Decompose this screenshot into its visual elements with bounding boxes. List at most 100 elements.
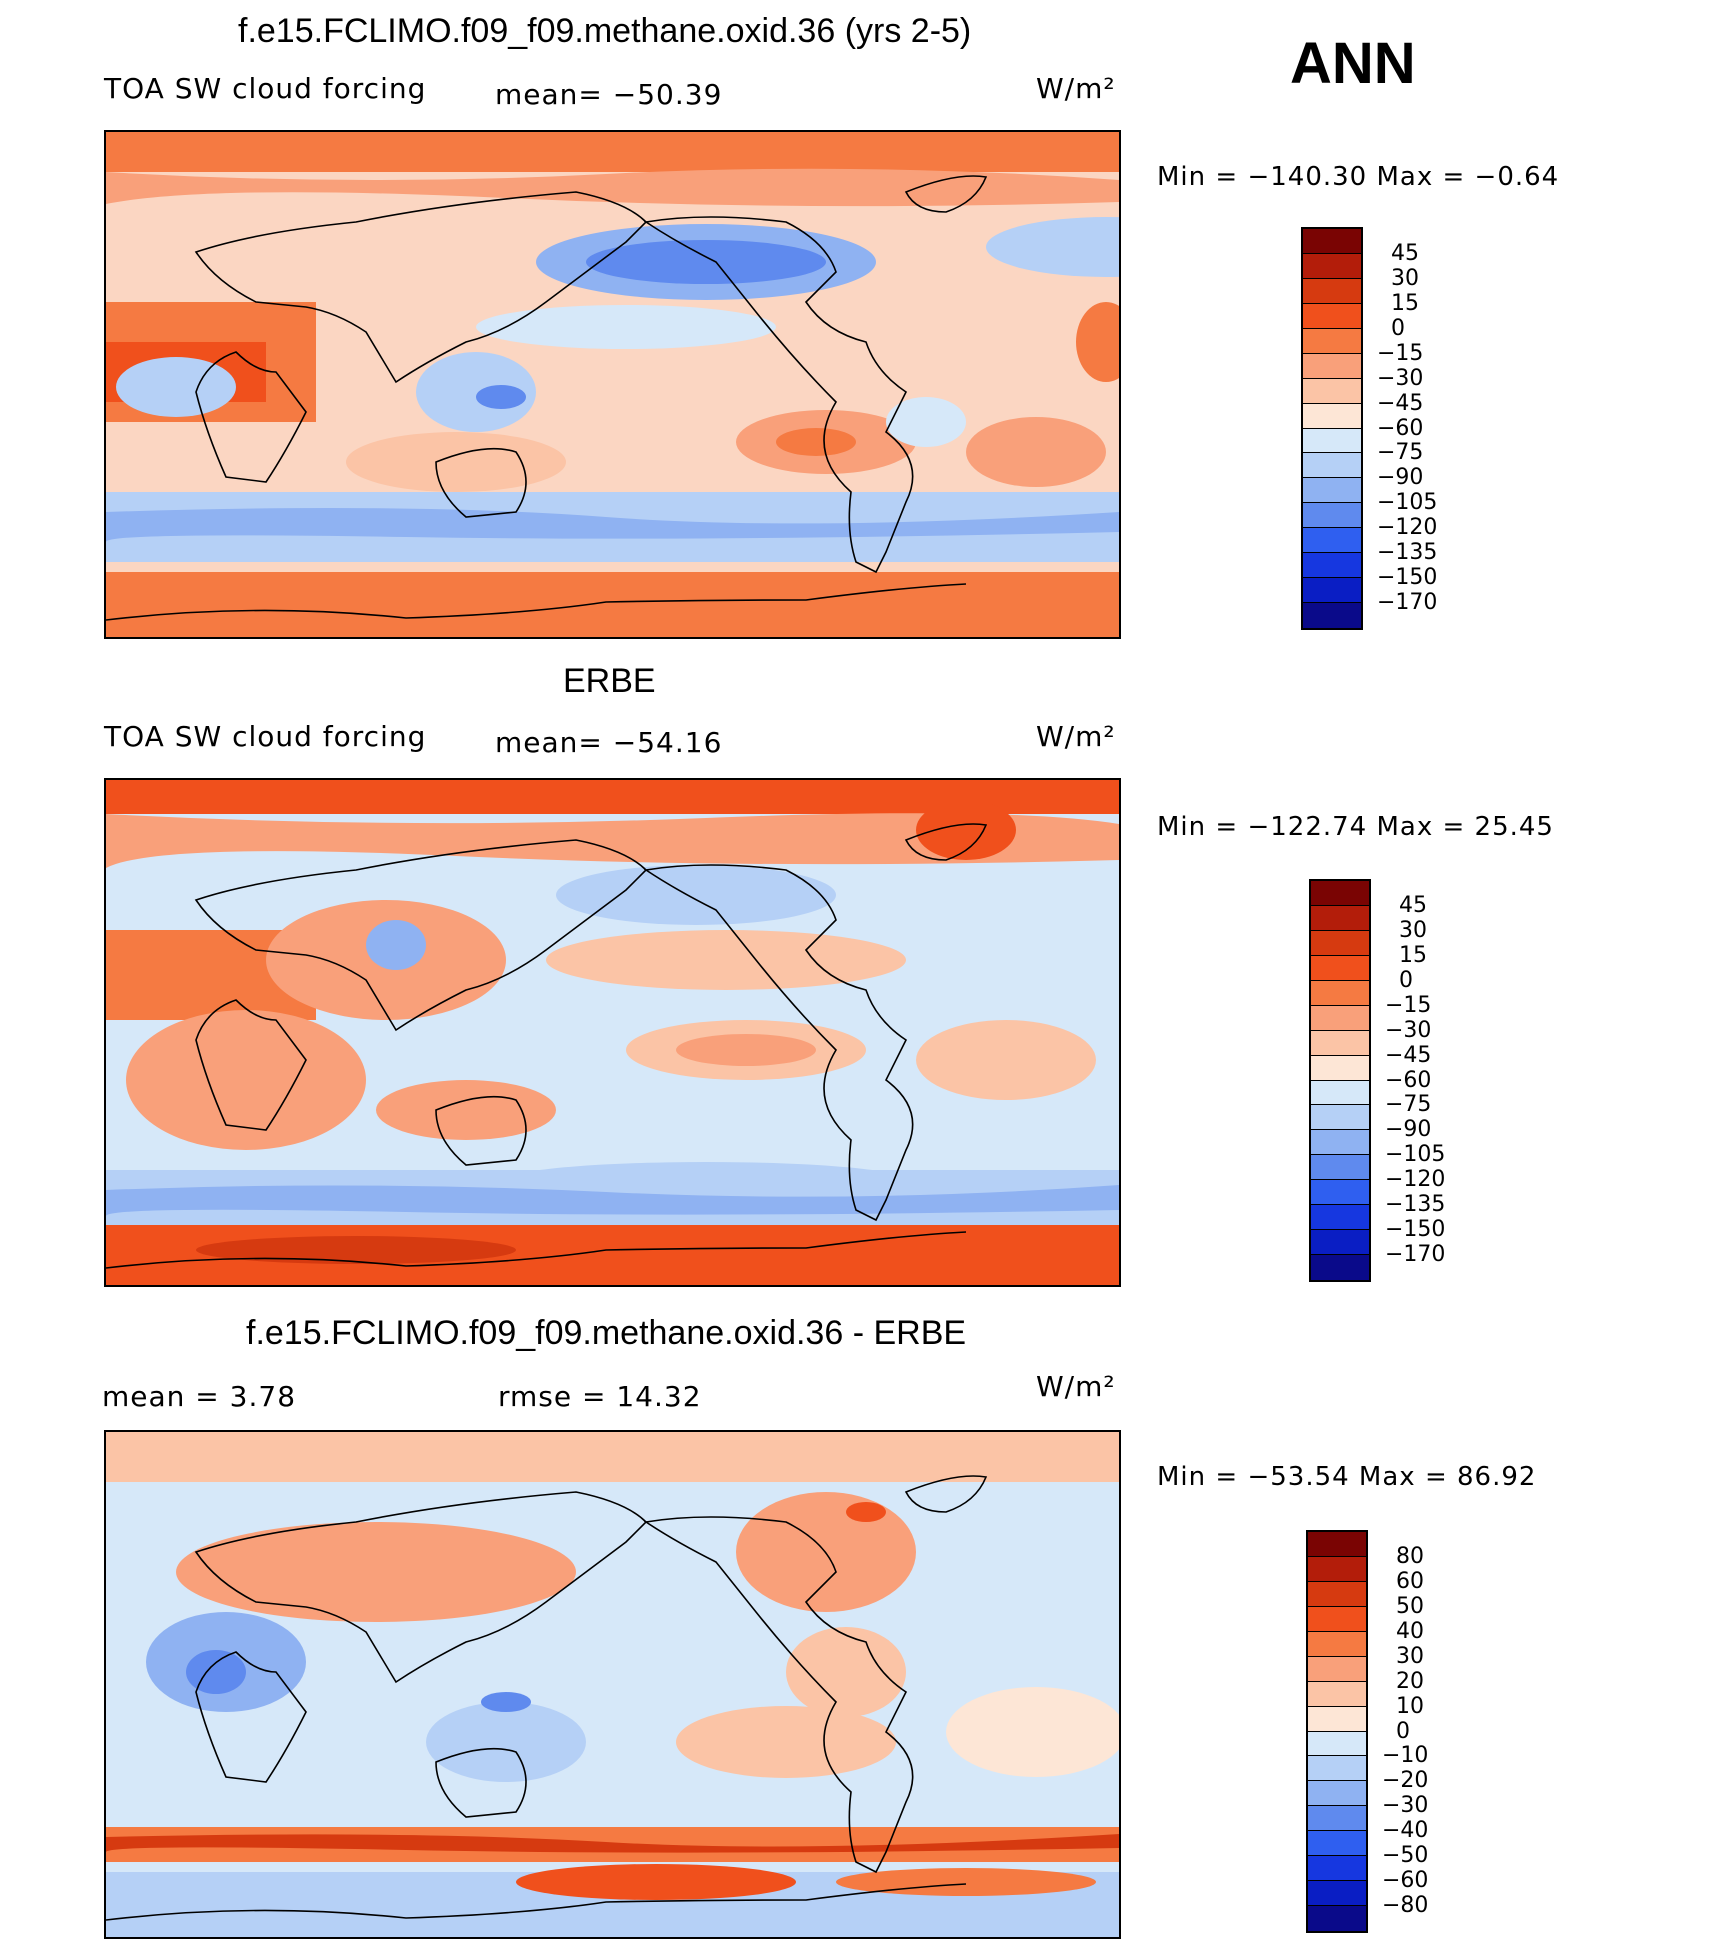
units-label: W/m² — [1036, 720, 1116, 753]
colorbar-swatch — [1308, 1856, 1366, 1882]
colorbar-tick-label: 10 — [1396, 1693, 1424, 1719]
colorbar-swatch — [1308, 1631, 1366, 1657]
colorbar-tick-label: 20 — [1396, 1668, 1424, 1694]
colorbar-swatch — [1303, 528, 1361, 554]
colorbar-swatch — [1311, 1155, 1369, 1181]
colorbar-tick-label: 40 — [1396, 1618, 1424, 1644]
colorbar-tick-label: −30 — [1382, 1793, 1429, 1819]
colorbar-swatch — [1308, 1806, 1366, 1832]
min-max-label: Min = −53.54 Max = 86.92 — [1157, 1462, 1537, 1492]
colorbar-tick-label: −135 — [1377, 540, 1438, 566]
min-max-label: Min = −140.30 Max = −0.64 — [1157, 162, 1560, 192]
colorbar-tick-label: −20 — [1382, 1768, 1429, 1794]
colorbar-swatch — [1303, 553, 1361, 579]
colorbar-swatch — [1308, 1606, 1366, 1632]
min-max-label: Min = −122.74 Max = 25.45 — [1157, 812, 1554, 842]
colorbar-swatch — [1311, 1230, 1369, 1256]
colorbar-swatch — [1308, 1781, 1366, 1807]
colorbar-tick-label: −30 — [1377, 365, 1424, 391]
colorbar-tick-label: −60 — [1377, 415, 1424, 441]
colorbar-swatch — [1311, 905, 1369, 931]
mean-label: mean= −54.16 — [495, 726, 723, 759]
colorbar-swatch — [1311, 881, 1369, 906]
colorbar-swatch — [1303, 403, 1361, 429]
colorbar-tick-label: −30 — [1385, 1017, 1432, 1043]
panel-title: f.e15.FCLIMO.f09_f09.methane.oxid.36 (yr… — [238, 12, 972, 50]
mean-label: mean= −50.39 — [495, 78, 723, 111]
colorbar-tick-label: −170 — [1385, 1242, 1446, 1268]
season-label: ANN — [1290, 31, 1416, 96]
colorbar-swatch — [1308, 1731, 1366, 1757]
colorbar-swatch — [1308, 1706, 1366, 1732]
colorbar-tick-label: 0 — [1396, 1718, 1410, 1744]
colorbar-tick-label: −75 — [1385, 1092, 1432, 1118]
colorbar-swatch — [1303, 503, 1361, 529]
variable-label: TOA SW cloud forcing — [104, 720, 427, 753]
map-panel-model — [104, 130, 1121, 639]
panel-title: f.e15.FCLIMO.f09_f09.methane.oxid.36 - E… — [246, 1314, 967, 1352]
colorbar-tick-label: 15 — [1399, 942, 1427, 968]
colorbar-swatch — [1311, 980, 1369, 1006]
colorbar-tick-label: 60 — [1396, 1568, 1424, 1594]
colorbar-swatch — [1308, 1532, 1366, 1557]
colorbar-swatch — [1308, 1906, 1366, 1931]
contour-map-model — [106, 132, 1119, 637]
colorbar-tick-label: −60 — [1385, 1067, 1432, 1093]
colorbar-swatch — [1308, 1756, 1366, 1782]
contour-map-obs — [106, 780, 1119, 1285]
colorbar-swatch — [1303, 428, 1361, 454]
colorbar-swatch — [1303, 453, 1361, 479]
colorbar-swatch — [1311, 955, 1369, 981]
colorbar-tick-label: −80 — [1382, 1893, 1429, 1919]
colorbar-tick-label: −15 — [1385, 992, 1432, 1018]
colorbar-tick-label: 0 — [1399, 967, 1413, 993]
colorbar-obs — [1309, 879, 1371, 1282]
colorbar-swatch — [1311, 1205, 1369, 1231]
colorbar-diff — [1306, 1530, 1368, 1933]
colorbar-swatch — [1303, 229, 1361, 254]
colorbar-tick-label: 80 — [1396, 1543, 1424, 1569]
colorbar-tick-label: 30 — [1396, 1643, 1424, 1669]
colorbar-swatch — [1308, 1581, 1366, 1607]
colorbar-tick-label: 30 — [1399, 917, 1427, 943]
colorbar-swatch — [1308, 1681, 1366, 1707]
colorbar-swatch — [1311, 1055, 1369, 1081]
colorbar-swatch — [1308, 1556, 1366, 1582]
colorbar-tick-label: −120 — [1377, 515, 1438, 541]
rmse-label: rmse = 14.32 — [498, 1380, 702, 1413]
colorbar-tick-label: −40 — [1382, 1818, 1429, 1844]
colorbar-swatch — [1303, 578, 1361, 604]
colorbar-swatch — [1311, 1255, 1369, 1280]
colorbar-swatch — [1303, 303, 1361, 329]
colorbar-swatch — [1303, 278, 1361, 304]
panel-title: ERBE — [563, 662, 656, 700]
colorbar-tick-label: −45 — [1385, 1042, 1432, 1068]
colorbar-tick-label: −150 — [1385, 1217, 1446, 1243]
colorbar-swatch — [1303, 478, 1361, 504]
map-panel-diff — [104, 1430, 1121, 1939]
colorbar-tick-label: −170 — [1377, 590, 1438, 616]
map-panel-obs — [104, 778, 1121, 1287]
colorbar-tick-label: 50 — [1396, 1593, 1424, 1619]
colorbar-swatch — [1303, 378, 1361, 404]
colorbar-tick-label: −10 — [1382, 1743, 1429, 1769]
colorbar-tick-label: −105 — [1385, 1142, 1446, 1168]
colorbar-swatch — [1311, 1005, 1369, 1031]
diff-mean-label: mean = 3.78 — [102, 1380, 297, 1413]
contour-map-diff — [106, 1432, 1119, 1937]
colorbar-tick-label: −15 — [1377, 340, 1424, 366]
colorbar-swatch — [1308, 1831, 1366, 1857]
colorbar-swatch — [1303, 353, 1361, 379]
colorbar-tick-label: −120 — [1385, 1167, 1446, 1193]
colorbar-swatch — [1303, 328, 1361, 354]
colorbar-tick-label: −90 — [1385, 1117, 1432, 1143]
colorbar-swatch — [1303, 253, 1361, 279]
units-label: W/m² — [1036, 72, 1116, 105]
colorbar-tick-label: 30 — [1391, 265, 1419, 291]
colorbar-swatch — [1311, 1105, 1369, 1131]
colorbar-swatch — [1308, 1656, 1366, 1682]
colorbar-swatch — [1311, 1180, 1369, 1206]
colorbar-tick-label: 45 — [1399, 892, 1427, 918]
colorbar-model — [1301, 227, 1363, 630]
colorbar-swatch — [1308, 1881, 1366, 1907]
